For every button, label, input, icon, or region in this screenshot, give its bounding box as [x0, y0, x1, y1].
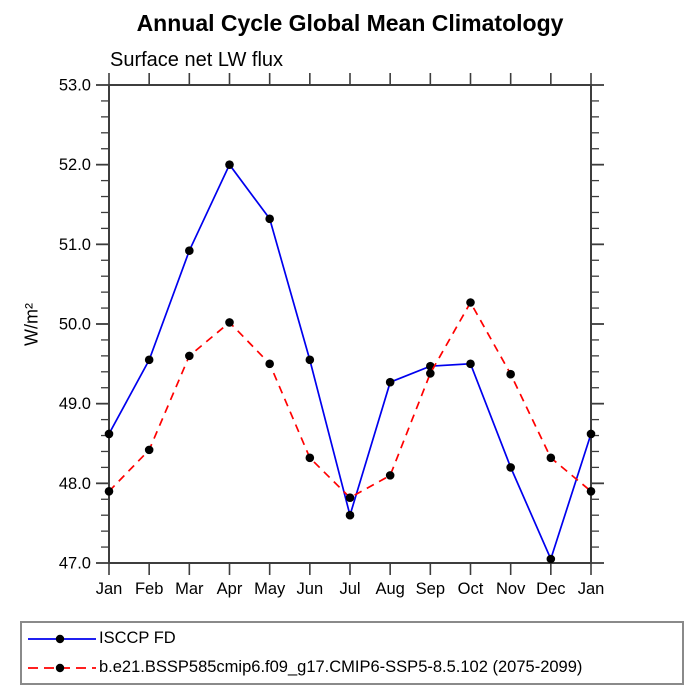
data-point [546, 554, 556, 564]
x-tick-label: Jun [297, 580, 324, 598]
legend-line-sample-dashed-icon [28, 663, 96, 672]
x-tick-label: Jan [96, 580, 123, 598]
data-point [426, 369, 435, 378]
data-point [144, 355, 154, 365]
data-point [345, 510, 355, 520]
x-tick-label: Sep [416, 580, 445, 598]
data-point [466, 359, 475, 369]
plot-box [108, 84, 592, 564]
data-point [586, 487, 596, 496]
series-line-1 [108, 300, 592, 499]
y-tick-label: 48.0 [59, 475, 91, 493]
legend-item-isccp: ISCCP FD [22, 624, 682, 653]
x-tick-label: Nov [496, 580, 526, 598]
x-tick-label: Aug [375, 580, 404, 598]
plot-area: Jan Feb Mar Apr May Jun Jul Aug Sep Oct Nov Dec Jan 4… [59, 73, 605, 598]
x-tick-label: Jan [578, 580, 605, 598]
legend-item-model: b.e21.BSSP585cmip6.f09_g17.CMIP6-SSP5-8.… [22, 653, 682, 682]
data-point [385, 377, 395, 387]
data-point [104, 487, 114, 496]
chart-title: Annual Cycle Global Mean Climatology [136, 10, 564, 36]
x-tick-label: Jul [339, 580, 360, 598]
data-point [225, 318, 234, 327]
data-point [305, 453, 315, 463]
data-point [225, 160, 234, 169]
data-point [506, 369, 515, 379]
y-tick-label: 49.0 [59, 395, 91, 413]
data-point [586, 429, 596, 439]
data-point [265, 214, 274, 224]
x-tick-label: Mar [175, 580, 204, 598]
data-point [466, 298, 475, 307]
data-point [506, 463, 515, 472]
chart-subtitle: Surface net LW flux [110, 49, 284, 71]
y-tick-label: 51.0 [59, 236, 91, 254]
data-point [185, 351, 194, 361]
x-tick-label: Feb [135, 580, 163, 598]
x-tick-label: Apr [217, 580, 243, 598]
x-tick-label: Dec [536, 580, 565, 598]
x-tick-label: May [254, 580, 286, 598]
data-point [546, 453, 556, 463]
data-point [385, 471, 395, 480]
data-point [305, 355, 315, 365]
y-tick-label: 53.0 [59, 77, 91, 95]
legend-line-sample-solid-icon [28, 634, 96, 643]
data-point [265, 359, 274, 369]
data-point [104, 429, 114, 439]
data-point [185, 246, 194, 256]
data-point [144, 445, 154, 455]
y-tick-label: 47.0 [59, 555, 91, 573]
legend: ISCCP FD b.e21.BSSP585cmip6.f09_g17.CMIP… [20, 621, 684, 685]
data-point [345, 493, 355, 502]
x-tick-label: Oct [458, 580, 484, 598]
legend-label: ISCCP FD [99, 629, 176, 647]
legend-label: b.e21.BSSP585cmip6.f09_g17.CMIP6-SSP5-8.… [99, 658, 583, 676]
y-tick-label: 50.0 [59, 316, 91, 334]
y-tick-label: 52.0 [59, 156, 91, 174]
